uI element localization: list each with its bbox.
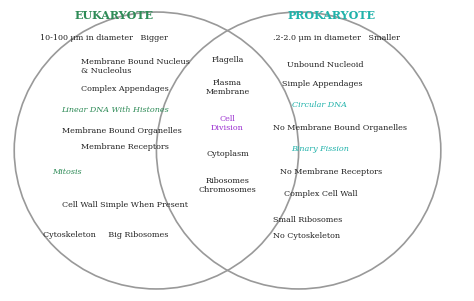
- Text: Flagella: Flagella: [211, 56, 244, 64]
- Text: Cytoplasm: Cytoplasm: [206, 150, 249, 158]
- Text: Simple Appendages: Simple Appendages: [282, 80, 363, 88]
- Text: Membrane Bound Nucleus
& Nucleolus: Membrane Bound Nucleus & Nucleolus: [81, 57, 190, 75]
- Text: Plasma
Membrane: Plasma Membrane: [205, 79, 250, 96]
- Text: Complex Cell Wall: Complex Cell Wall: [284, 190, 358, 198]
- Text: 10-100 μm in diameter   Bigger: 10-100 μm in diameter Bigger: [40, 34, 168, 42]
- Text: Unbound Nucleoid: Unbound Nucleoid: [287, 61, 363, 69]
- Text: Cell
Division: Cell Division: [211, 115, 244, 132]
- Text: Complex Appendages: Complex Appendages: [81, 85, 168, 93]
- Text: No Membrane Bound Organelles: No Membrane Bound Organelles: [273, 124, 407, 132]
- Text: Cytoskeleton     Big Ribosomes: Cytoskeleton Big Ribosomes: [43, 231, 168, 239]
- Text: No Cytoskeleton: No Cytoskeleton: [273, 232, 340, 240]
- Text: Cell Wall Simple When Present: Cell Wall Simple When Present: [62, 201, 188, 209]
- Text: Linear DNA With Histones: Linear DNA With Histones: [62, 106, 169, 114]
- Text: Circular DNA: Circular DNA: [292, 101, 346, 109]
- Text: No Membrane Receptors: No Membrane Receptors: [280, 168, 382, 175]
- Text: Membrane Bound Organelles: Membrane Bound Organelles: [62, 127, 182, 135]
- Text: Membrane Receptors: Membrane Receptors: [81, 144, 168, 151]
- Text: Small Ribosomes: Small Ribosomes: [273, 216, 342, 224]
- Text: PROKARYOTE: PROKARYOTE: [288, 10, 376, 20]
- Text: Ribosomes
Chromosomes: Ribosomes Chromosomes: [199, 176, 256, 194]
- Text: Mitosis: Mitosis: [52, 168, 82, 175]
- Text: .2-2.0 μm in diameter   Smaller: .2-2.0 μm in diameter Smaller: [273, 34, 400, 42]
- Text: Binary Fission: Binary Fission: [292, 145, 349, 153]
- Text: EUKARYOTE: EUKARYOTE: [74, 10, 153, 20]
